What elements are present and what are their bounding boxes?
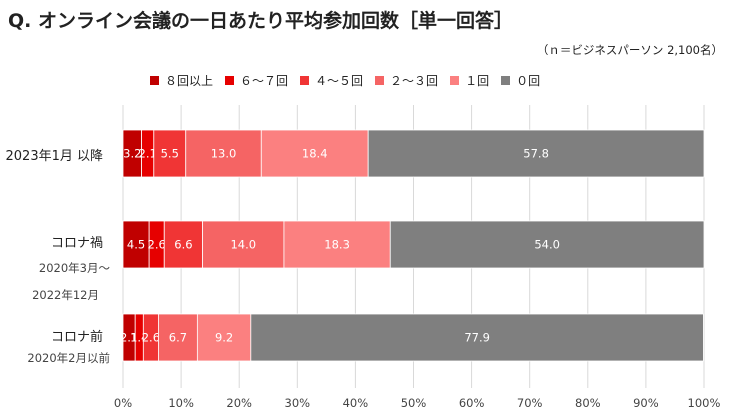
data-label: 5.5	[161, 147, 179, 161]
legend-swatch	[375, 76, 385, 85]
legend-item: ４〜５回	[300, 72, 363, 89]
legend-item: ０回	[501, 72, 540, 89]
category-label: コロナ禍	[51, 235, 103, 251]
legend-item: ６〜７回	[225, 72, 288, 89]
legend-label: ８回以上	[165, 74, 214, 88]
bar-segment	[389, 220, 705, 269]
x-tick-label: 30%	[285, 396, 311, 410]
legend-swatch	[450, 76, 460, 85]
bar-segment	[122, 220, 150, 269]
bar-segment	[196, 313, 252, 362]
legend-label: ４〜５回	[315, 74, 364, 88]
legend-label: ２〜３回	[390, 74, 439, 88]
legend-label: ０回	[516, 74, 541, 88]
data-label: 57.8	[523, 147, 549, 161]
x-tick-label: 0%	[114, 396, 132, 410]
bar-segment	[158, 313, 198, 362]
legend-swatch	[300, 76, 310, 85]
data-label: 2.1	[139, 147, 157, 161]
data-label: 14.0	[230, 238, 256, 252]
x-tick-label: 50%	[401, 396, 427, 410]
chart-subtitle: （ｎ＝ビジネスパーソン 2,100名）	[536, 43, 723, 57]
data-label: 2.6	[142, 331, 160, 345]
x-tick-label: 70%	[517, 396, 543, 410]
x-tick-label: 10%	[168, 396, 194, 410]
data-label: 18.3	[324, 238, 350, 252]
x-tick-label: 100%	[688, 396, 721, 410]
category-sublabel: 2022年12月	[32, 288, 99, 302]
legend-swatch	[225, 76, 235, 85]
bar-segment	[153, 129, 187, 178]
data-label: 18.4	[302, 147, 328, 161]
x-tick-label: 40%	[343, 396, 369, 410]
bar-segment	[185, 129, 262, 178]
data-label: 6.7	[169, 331, 187, 345]
bar-segment	[163, 220, 203, 269]
bar-segment	[367, 129, 705, 178]
data-label: 9.2	[215, 331, 233, 345]
data-label: 2.6	[148, 238, 166, 252]
data-label: 13.0	[211, 147, 237, 161]
legend-swatch	[501, 76, 511, 85]
category-label: 2023年1月 以降	[6, 149, 104, 164]
category-label: コロナ前	[51, 329, 103, 345]
legend-swatch	[150, 76, 159, 85]
data-label: 77.9	[464, 331, 490, 345]
data-label: 6.6	[174, 238, 192, 252]
legend-item: ８回以上	[150, 72, 213, 89]
legend: ８回以上 ６〜７回 ４〜５回 ２〜３回 １回 ０回	[150, 72, 540, 89]
legend-label: １回	[465, 74, 490, 88]
legend-label: ６〜７回	[240, 74, 289, 88]
data-label: 2.1	[120, 331, 138, 345]
x-tick-label: 60%	[459, 396, 485, 410]
data-label: 4.5	[127, 238, 145, 252]
chart-title: Q. オンライン会議の一日あたり平均参加回数［単一回答］	[8, 10, 513, 32]
category-sublabel: 2020年2月以前	[27, 351, 110, 365]
data-label: 54.0	[534, 238, 560, 252]
legend-item: ２〜３回	[375, 72, 438, 89]
x-tick-label: 80%	[575, 396, 601, 410]
bar-segment	[283, 220, 391, 269]
data-label: 3.2	[123, 147, 141, 161]
bar-segment	[250, 313, 704, 362]
bar-segment	[260, 129, 369, 178]
x-tick-label: 90%	[633, 396, 659, 410]
legend-item: １回	[450, 72, 489, 89]
category-sublabel: 2020年3月〜	[39, 261, 111, 275]
x-tick-label: 20%	[226, 396, 252, 410]
